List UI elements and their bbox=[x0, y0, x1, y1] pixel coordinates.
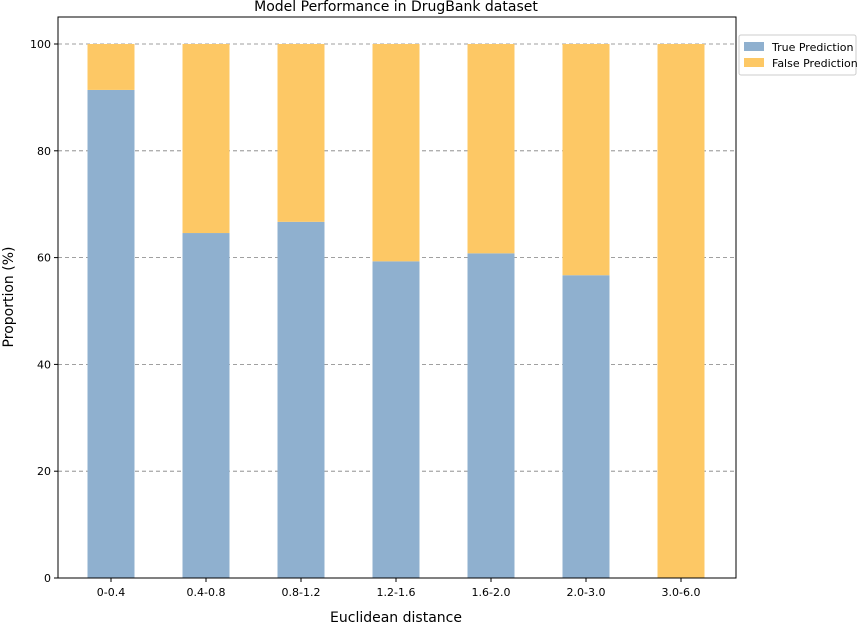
bar-true-0-0.4 bbox=[87, 89, 135, 578]
bar-true-1.2-1.6 bbox=[372, 261, 420, 578]
x-tick-label: 1.2-1.6 bbox=[377, 586, 416, 599]
legend-swatch bbox=[744, 42, 764, 51]
bar-true-0.4-0.8 bbox=[182, 233, 230, 578]
bar-false-0.8-1.2 bbox=[277, 44, 325, 222]
x-tick-label: 3.0-6.0 bbox=[662, 586, 701, 599]
bar-true-1.6-2.0 bbox=[467, 253, 515, 578]
bar-false-2.0-3.0 bbox=[562, 44, 610, 276]
bar-true-0.8-1.2 bbox=[277, 221, 325, 578]
chart-title: Model Performance in DrugBank dataset bbox=[254, 0, 538, 15]
y-tick-label: 100 bbox=[30, 38, 51, 51]
y-tick-label: 60 bbox=[37, 252, 51, 265]
legend-swatch bbox=[744, 58, 764, 67]
y-axis-ticks: 0 20 40 60 80 100 bbox=[30, 38, 58, 585]
y-tick-label: 40 bbox=[37, 358, 51, 371]
legend-label: True Prediction bbox=[771, 41, 854, 54]
bar-true-2.0-3.0 bbox=[562, 275, 610, 578]
legend: True Prediction False Prediction bbox=[738, 34, 858, 76]
y-tick-label: 80 bbox=[37, 145, 51, 158]
bars bbox=[87, 44, 705, 578]
x-tick-label: 2.0-3.0 bbox=[567, 586, 606, 599]
y-tick-label: 0 bbox=[44, 572, 51, 585]
bar-false-0-0.4 bbox=[87, 44, 135, 90]
bar-false-1.6-2.0 bbox=[467, 44, 515, 254]
y-axis-title: Proportion (%) bbox=[1, 247, 17, 348]
plot-frame bbox=[57, 16, 737, 579]
bar-false-0.4-0.8 bbox=[182, 44, 230, 234]
x-tick-label: 1.6-2.0 bbox=[472, 586, 511, 599]
y-tick-label: 20 bbox=[37, 465, 51, 478]
x-tick-label: 0.4-0.8 bbox=[187, 586, 226, 599]
x-tick-label: 0-0.4 bbox=[97, 586, 125, 599]
x-tick-label: 0.8-1.2 bbox=[282, 586, 321, 599]
x-axis-title: Euclidean distance bbox=[330, 610, 462, 623]
x-axis-ticks: 0-0.4 0.4-0.8 0.8-1.2 1.2-1.6 1.6-2.0 2.0-3.0… bbox=[97, 578, 701, 599]
bar-false-1.2-1.6 bbox=[372, 44, 420, 262]
bar-false-3.0-6.0 bbox=[657, 44, 705, 578]
legend-frame bbox=[738, 34, 857, 76]
legend-label: False Prediction bbox=[772, 57, 858, 70]
